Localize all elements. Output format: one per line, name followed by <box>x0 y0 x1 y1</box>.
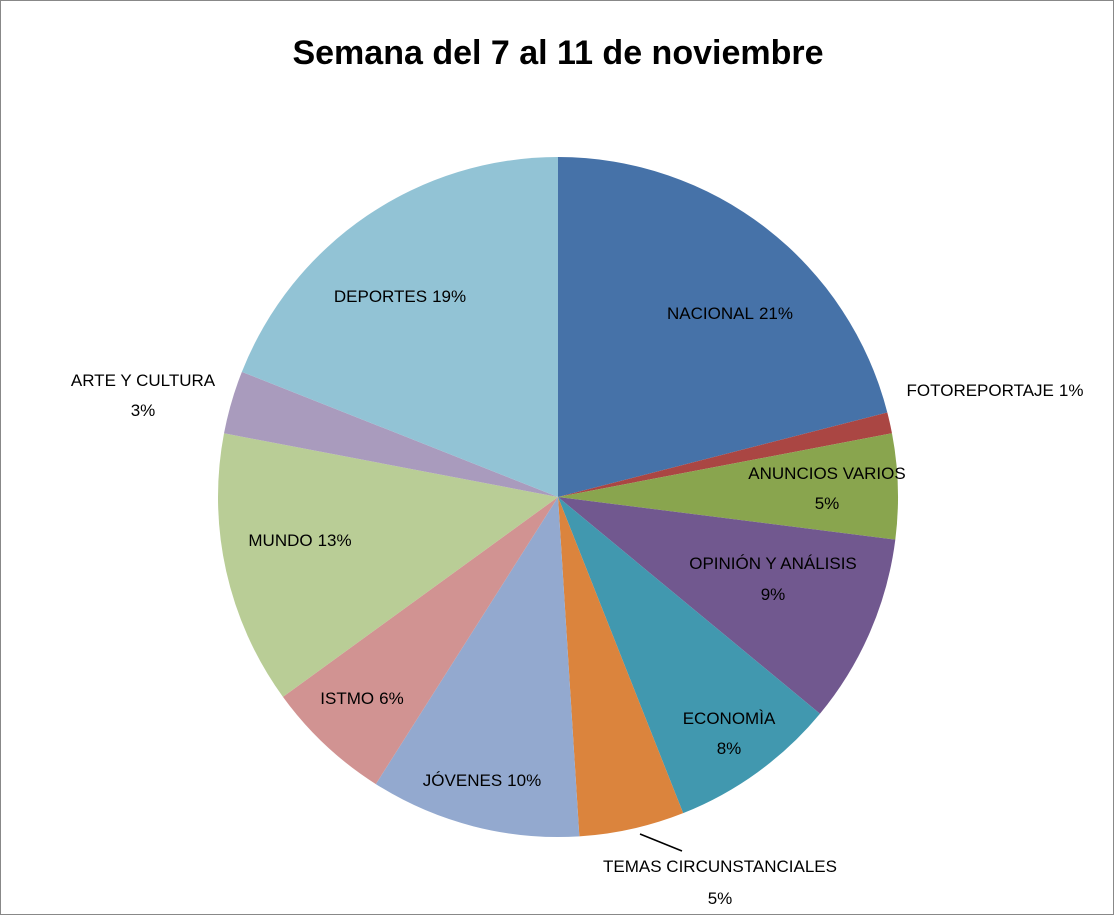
pie-slice <box>282 497 558 785</box>
data-label: TEMAS CIRCUNSTANCIALES <box>603 857 837 876</box>
data-label: 8% <box>717 739 742 758</box>
category-label: NACIONAL <box>667 304 754 323</box>
pie-slice <box>241 157 559 497</box>
value-label: 6% <box>379 689 404 708</box>
data-label: OPINIÓN Y ANÁLISIS <box>689 554 857 573</box>
value-label: 1% <box>1059 381 1084 400</box>
pie-slice <box>558 497 896 714</box>
category-label: ARTE Y CULTURA <box>71 371 216 390</box>
chart-title: Semana del 7 al 11 de noviembre <box>292 34 823 72</box>
pie-slice <box>375 497 580 837</box>
pie-slice <box>558 497 820 814</box>
value-label: 21% <box>759 304 793 323</box>
category-label: MUNDO <box>248 531 312 550</box>
pie-slice <box>558 412 892 497</box>
data-label: MUNDO 13% <box>248 531 351 550</box>
pie-slice <box>558 497 684 837</box>
data-label: ANUNCIOS VARIOS <box>748 464 905 483</box>
category-label: ISTMO <box>320 689 374 708</box>
data-label: ARTE Y CULTURA <box>71 371 216 390</box>
category-label: DEPORTES <box>334 287 427 306</box>
data-label: ISTMO 6% <box>320 689 403 708</box>
data-label: 3% <box>131 401 156 420</box>
value-label: 5% <box>815 494 840 513</box>
data-label: JÓVENES 10% <box>423 771 541 790</box>
value-label: 3% <box>131 401 156 420</box>
category-label: ECONOMÌA <box>683 709 776 728</box>
data-label: 5% <box>708 889 733 908</box>
category-label: OPINIÓN Y ANÁLISIS <box>689 554 857 573</box>
data-label: ECONOMÌA <box>683 709 776 728</box>
data-label: DEPORTES 19% <box>334 287 466 306</box>
pie-slice <box>558 157 888 497</box>
data-label: 5% <box>815 494 840 513</box>
category-label: FOTOREPORTAJE <box>907 381 1054 400</box>
value-label: 19% <box>432 287 466 306</box>
value-label: 13% <box>318 531 352 550</box>
value-label: 8% <box>717 739 742 758</box>
pie-slice <box>224 371 558 497</box>
category-label: TEMAS CIRCUNSTANCIALES <box>603 857 837 876</box>
value-label: 5% <box>708 889 733 908</box>
pie-slice <box>558 433 898 540</box>
pie-slice <box>218 433 558 697</box>
category-label: JÓVENES <box>423 771 502 790</box>
leader-line <box>639 833 683 852</box>
category-label: ANUNCIOS VARIOS <box>748 464 905 483</box>
value-label: 9% <box>761 585 786 604</box>
data-label: FOTOREPORTAJE 1% <box>907 381 1084 400</box>
data-label: 9% <box>761 585 786 604</box>
value-label: 10% <box>507 771 541 790</box>
data-label: NACIONAL 21% <box>667 304 793 323</box>
